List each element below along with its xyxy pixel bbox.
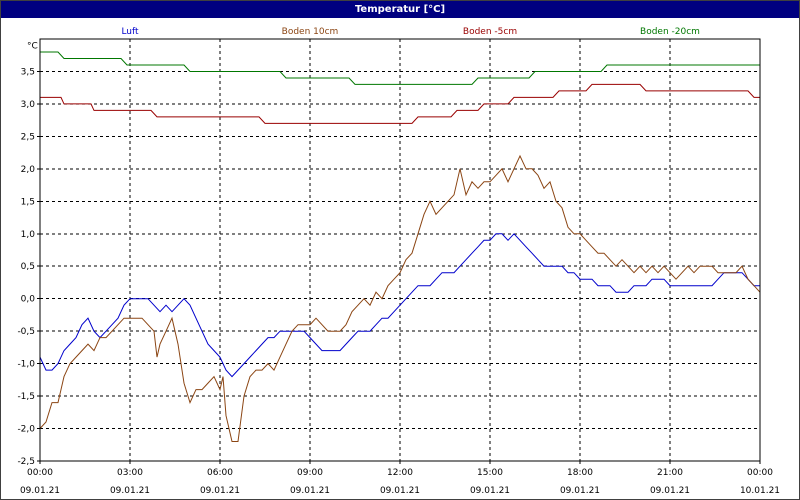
y-tick-label: 0,0 (21, 295, 36, 305)
x-tick-date: 10.01.21 (740, 486, 780, 496)
y-axis-unit: °C (27, 41, 38, 51)
window-title: Temperatur [°C] (1, 1, 799, 18)
legend-item: Boden 10cm (282, 27, 339, 37)
x-tick-time: 12:00 (387, 468, 413, 478)
x-axis-ticks: 00:00 09.01.21 03:00 09.01.21 06:00 09.01.21 0… (20, 461, 780, 496)
x-tick-date: 09.01.21 (110, 486, 150, 496)
y-tick-label: -0,5 (17, 327, 35, 337)
x-tick-date: 09.01.21 (200, 486, 240, 496)
x-tick-date: 09.01.21 (20, 486, 60, 496)
grid (40, 39, 760, 461)
series-line-boden-5cm (40, 83, 760, 124)
x-tick-time: 03:00 (117, 468, 143, 478)
y-tick-label: 2,5 (21, 132, 35, 142)
series-line-boden-10cm (39, 154, 761, 442)
legend-item: Luft (121, 27, 139, 37)
x-tick-date: 09.01.21 (290, 486, 330, 496)
legend: Luft Boden 10cm Boden -5cm Boden -20cm (121, 27, 700, 37)
y-tick-label: 1,0 (21, 230, 36, 240)
y-axis-ticks: -2,5 -2,0 -1,5 -1,0 -0,5 0,0 0,5 1,0 1,5 2,0 2,5 3,… (17, 67, 40, 467)
y-tick-label: -2,5 (17, 457, 35, 467)
y-tick-label: 0,5 (21, 262, 35, 272)
legend-item: Boden -20cm (640, 27, 700, 37)
y-tick-label: -2,0 (17, 425, 35, 435)
x-tick-time: 09:00 (297, 468, 323, 478)
y-tick-label: -1,5 (17, 392, 35, 402)
series-line-boden-20cm (40, 51, 760, 85)
x-tick-time: 00:00 (27, 468, 53, 478)
series-line-luft (39, 233, 760, 378)
x-tick-time: 00:00 (747, 468, 773, 478)
x-tick-date: 09.01.21 (380, 486, 420, 496)
x-tick-date: 09.01.21 (470, 486, 510, 496)
legend-item: Boden -5cm (463, 27, 517, 37)
y-tick-label: 3,0 (21, 100, 36, 110)
series-lines (39, 51, 761, 442)
y-tick-label: 1,5 (21, 197, 35, 207)
x-tick-time: 06:00 (207, 468, 233, 478)
x-tick-time: 15:00 (477, 468, 503, 478)
x-tick-time: 18:00 (567, 468, 593, 478)
y-tick-label: -1,0 (17, 360, 35, 370)
y-tick-label: 3,5 (21, 67, 35, 77)
x-tick-date: 09.01.21 (560, 486, 600, 496)
y-tick-label: 2,0 (21, 165, 36, 175)
x-tick-time: 21:00 (657, 468, 683, 478)
x-tick-date: 09.01.21 (650, 486, 690, 496)
